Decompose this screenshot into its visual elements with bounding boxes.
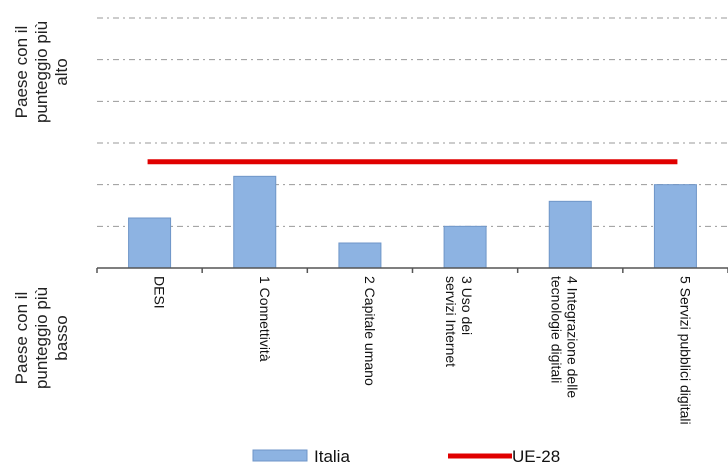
x-tick-label: 3 Uso deiservizi Internet: [443, 276, 475, 367]
y-label-bottom: Paese con ilpunteggio piùbasso: [12, 287, 71, 389]
x-tick-labels: DESI 1 Connettività 2 Capitale umano 3 Uso …: [152, 276, 694, 425]
x-tick-label: 2 Capitale umano: [362, 276, 378, 386]
x-tick-label: 4 Integrazione delletecnologie digitali: [548, 276, 580, 398]
bar-italia: [128, 217, 172, 269]
bar-italia: [548, 200, 592, 269]
x-tick-label: 1 Connettività: [257, 276, 273, 362]
legend-swatch-italia: [252, 449, 308, 462]
grid: [97, 17, 728, 227]
bar-italia: [233, 175, 277, 269]
legend-label-ue28: UE-28: [512, 447, 560, 466]
bar-italia: [653, 184, 697, 269]
bar-italia: [443, 225, 487, 269]
bars: [128, 175, 697, 269]
bar-italia: [338, 242, 382, 269]
x-tick-label: 5 Servizi pubblici digitali: [677, 276, 693, 425]
y-axis-labels: Paese con ilpunteggio piùalto Paese con i…: [12, 21, 71, 389]
x-tick-label: DESI: [152, 276, 168, 309]
legend: Italia UE-28: [252, 447, 560, 466]
axes: [96, 267, 728, 273]
legend-label-italia: Italia: [314, 447, 350, 466]
y-label-top: Paese con ilpunteggio piùalto: [12, 21, 71, 123]
